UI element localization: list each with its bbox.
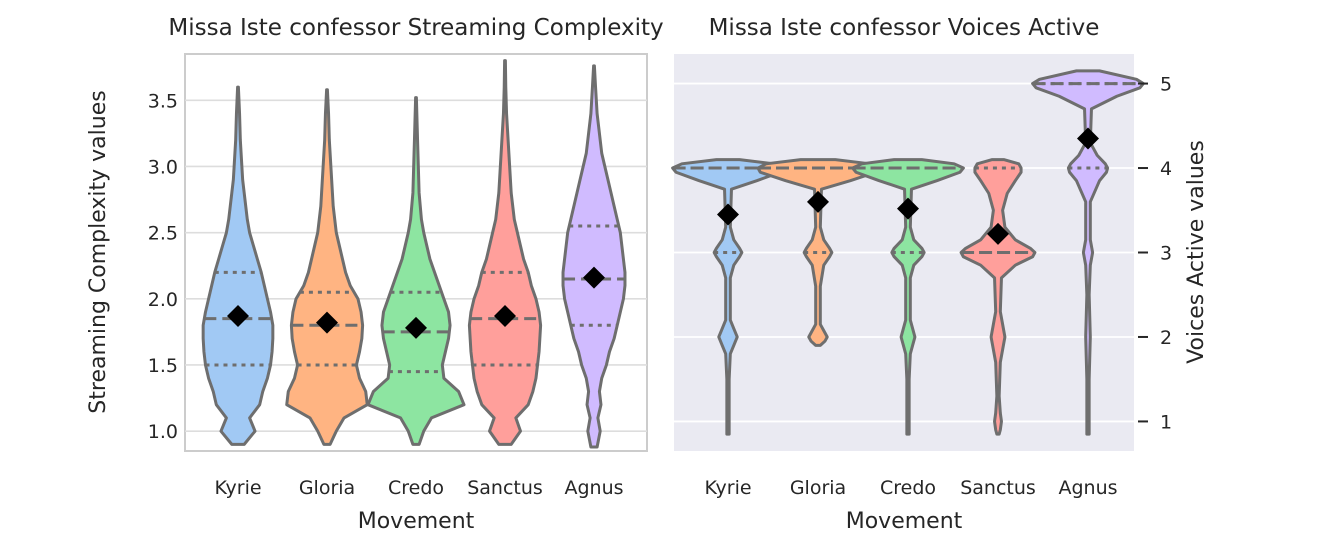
mean-marker bbox=[227, 305, 249, 328]
x-tick-label: Sanctus bbox=[467, 477, 543, 499]
violin-credo bbox=[366, 96, 466, 446]
xticks-right: Kyrie Gloria Credo Sanctus Agnus bbox=[704, 477, 1117, 499]
violins-left bbox=[201, 59, 627, 449]
yticks-left: 1.0 1.5 2.0 2.5 3.0 3.5 bbox=[148, 90, 178, 443]
mean-marker bbox=[316, 311, 338, 334]
y-tick-label: 1.0 bbox=[148, 421, 178, 443]
violin-body bbox=[201, 85, 275, 446]
y-tick-label: 3.0 bbox=[148, 156, 178, 178]
y-tick-label: 5 bbox=[1160, 74, 1172, 96]
violin-body bbox=[959, 158, 1037, 436]
mean-marker bbox=[494, 305, 516, 328]
mean-marker bbox=[1077, 127, 1099, 150]
y-tick-label: 1.5 bbox=[148, 355, 178, 377]
y-tick-label: 1 bbox=[1160, 411, 1172, 433]
title-left: Missa Iste confessor Streaming Complexit… bbox=[168, 15, 663, 41]
violin-body bbox=[671, 158, 785, 436]
x-tick-label: Sanctus bbox=[960, 477, 1036, 499]
violin-body bbox=[851, 158, 965, 436]
y-tick-label: 2.5 bbox=[148, 223, 178, 245]
xticks-left: Kyrie Gloria Credo Sanctus Agnus bbox=[214, 477, 623, 499]
xlabel-left: Movement bbox=[358, 509, 475, 534]
mean-marker bbox=[897, 197, 919, 220]
violin-gloria bbox=[285, 88, 369, 446]
violin-sanctus bbox=[467, 59, 543, 446]
x-tick-label: Gloria bbox=[790, 477, 846, 499]
violin-credo bbox=[851, 158, 965, 436]
violin-kyrie bbox=[201, 85, 275, 446]
y-tick-label: 4 bbox=[1160, 158, 1172, 180]
y-tick-label: 3 bbox=[1160, 243, 1172, 265]
ylabel-left: Streaming Complexity values bbox=[86, 90, 111, 413]
violin-body bbox=[1031, 69, 1145, 436]
x-tick-label: Kyrie bbox=[214, 477, 261, 499]
title-right: Missa Iste confessor Voices Active bbox=[709, 15, 1100, 41]
violin-sanctus bbox=[959, 158, 1037, 436]
x-tick-label: Credo bbox=[388, 477, 444, 499]
mean-marker bbox=[405, 316, 427, 339]
mean-marker bbox=[583, 266, 605, 289]
mean-marker bbox=[807, 190, 829, 213]
mean-marker bbox=[987, 222, 1009, 245]
violin-agnus bbox=[1031, 69, 1145, 436]
x-tick-label: Agnus bbox=[1058, 477, 1117, 499]
violin-body bbox=[285, 88, 369, 446]
mean-marker bbox=[717, 203, 739, 226]
x-tick-label: Kyrie bbox=[704, 477, 751, 499]
x-tick-label: Credo bbox=[880, 477, 936, 499]
ylabel-right: Voices Active values bbox=[1184, 140, 1209, 364]
y-tick-label: 3.5 bbox=[148, 90, 178, 112]
violin-kyrie bbox=[671, 158, 785, 436]
violin-body bbox=[561, 64, 627, 449]
violin-body bbox=[366, 96, 466, 446]
y-tick-label: 2 bbox=[1160, 327, 1172, 349]
xlabel-right: Movement bbox=[846, 509, 963, 534]
y-tick-label: 2.0 bbox=[148, 289, 178, 311]
x-tick-label: Agnus bbox=[564, 477, 623, 499]
violin-body bbox=[467, 59, 543, 446]
violin-agnus bbox=[561, 64, 627, 449]
panel-voices-active: 1 2 3 4 5 Kyrie Gloria Credo Sanctus Agnus Missa… bbox=[671, 15, 1209, 534]
violin-body bbox=[756, 158, 880, 347]
violins-right bbox=[671, 69, 1145, 436]
panel-streaming-complexity: 1.0 1.5 2.0 2.5 3.0 3.5 Kyrie Gloria Credo Sanct… bbox=[86, 15, 664, 534]
yticks-right: 1 2 3 4 5 bbox=[1138, 74, 1172, 433]
x-tick-label: Gloria bbox=[299, 477, 355, 499]
